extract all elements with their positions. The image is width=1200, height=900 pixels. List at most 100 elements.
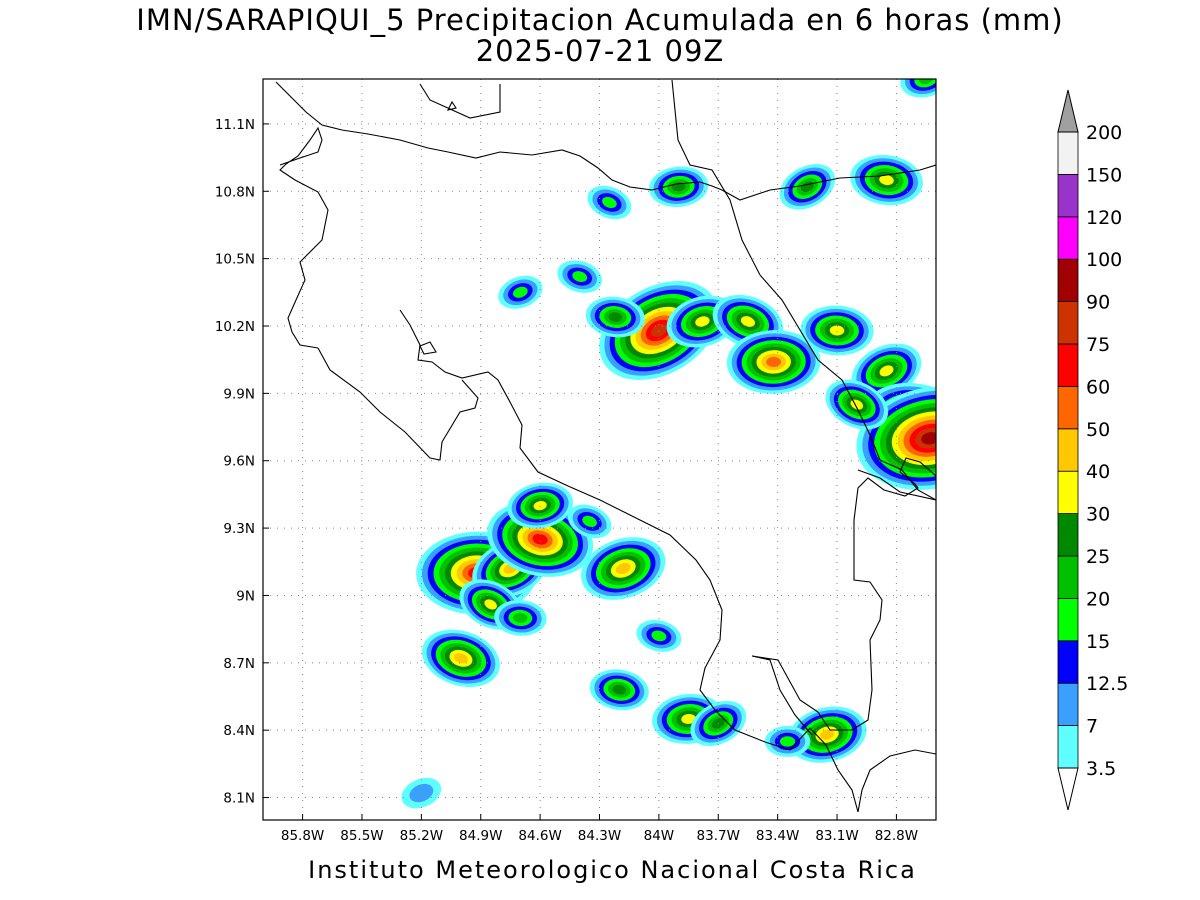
colorbar-label: 60: [1086, 376, 1110, 398]
lat-tick-label: 8.7N: [223, 656, 255, 672]
precip-cell: [825, 379, 889, 430]
precip-cell: [856, 386, 936, 490]
lat-tick-label: 10.2N: [215, 319, 255, 335]
colorbar-segment: [1057, 343, 1079, 387]
precip-contour: [829, 325, 845, 336]
precip-contour: [512, 286, 528, 298]
colorbar-label: 7: [1086, 716, 1098, 738]
caribbean-coast: [671, 79, 936, 501]
colorbar-label: 15: [1086, 631, 1110, 653]
precip-cell: [850, 154, 923, 206]
precip-contour: [879, 365, 894, 377]
lat-tick-label: 9.6N: [223, 454, 255, 470]
nicoya-peninsula: [317, 347, 479, 461]
precip-cell: [585, 296, 645, 338]
colorbar-label: 20: [1086, 588, 1110, 610]
lon-tick-label: 85.8W: [281, 828, 324, 844]
precip-cell: [652, 693, 726, 744]
colorbar-segment: [1057, 385, 1079, 430]
precip-cell: [851, 343, 922, 399]
border-north-east: [721, 164, 936, 201]
colorbar-label: 40: [1086, 461, 1110, 483]
precip-contour: [695, 316, 710, 327]
precip-cell: [779, 164, 836, 210]
colorbar-segment: [1057, 470, 1079, 515]
pacific-coast: [399, 309, 859, 813]
precip-contour: [533, 501, 547, 511]
precip-contour: [651, 630, 667, 642]
map-title: IMN/SARAPIQUI_5 Precipitacion Acumulada …: [136, 3, 1064, 37]
lat-tick-label: 9N: [236, 588, 255, 604]
precip-contour: [454, 653, 468, 664]
lon-tick-label: 83.4W: [756, 828, 799, 844]
precip-cell: [726, 330, 821, 394]
lon-tick-label: 83.1W: [815, 828, 858, 844]
precip-contour: [608, 312, 623, 322]
precip-cell: [507, 482, 573, 529]
lat-tick-label: 10.8N: [215, 184, 255, 200]
precip-cell: [587, 185, 632, 220]
lat-tick-label: 9.9N: [223, 386, 255, 402]
precip-cell: [421, 629, 500, 687]
colorbar-label: 12.5: [1086, 673, 1128, 695]
lon-tick-label: 84W: [644, 828, 675, 844]
precip-cell: [800, 305, 874, 356]
colorbar-label: 150: [1086, 164, 1122, 186]
lake-nicaragua-shore: [275, 81, 723, 191]
coastline-borders: [275, 79, 936, 813]
precip-contour: [651, 324, 667, 337]
colorbar-label: 75: [1086, 334, 1110, 356]
colorbar-label: 100: [1086, 249, 1122, 271]
precip-contour: [615, 562, 631, 575]
lon-tick-label: 82.8W: [875, 828, 918, 844]
precip-cell: [557, 260, 602, 293]
colorbar-segment: [1057, 513, 1079, 557]
panama-border: [751, 457, 936, 736]
map-subtitle-datetime: 2025-07-21 09Z: [475, 34, 725, 68]
precip-contour: [879, 175, 894, 186]
colorbar-max-arrow: [1057, 89, 1079, 133]
lat-tick-label: 8.1N: [223, 791, 255, 807]
colorbar-label: 200: [1086, 122, 1122, 144]
colorbar-label: 30: [1086, 504, 1110, 526]
precipitation-field: [401, 79, 936, 809]
east-coast-line: [857, 469, 936, 501]
burica-peninsula: [857, 749, 936, 813]
colorbar-segment: [1057, 725, 1079, 769]
colorbar-segment: [1057, 216, 1079, 260]
precip-contour: [582, 515, 597, 527]
colorbar-segment: [1057, 428, 1079, 472]
colorbar-segment: [1057, 598, 1079, 642]
precip-cell: [494, 600, 547, 636]
precip-contour: [532, 533, 548, 545]
colorbar-segment: [1057, 555, 1079, 599]
precip-cell: [498, 275, 543, 309]
colorbar-min-arrow: [1057, 767, 1079, 811]
precip-contour: [602, 196, 617, 209]
colorbar-segment: [1057, 258, 1079, 303]
lon-tick-label: 84.9W: [459, 828, 502, 844]
precip-contour: [513, 613, 528, 623]
precip-cell: [666, 295, 739, 348]
colorbar-segment: [1057, 640, 1079, 684]
lon-tick-label: 83.7W: [697, 828, 740, 844]
precip-cell: [636, 619, 682, 652]
precip-contour: [572, 271, 588, 283]
lat-tick-label: 9.3N: [223, 521, 255, 537]
precip-contour: [820, 729, 835, 740]
lon-tick-label: 85.2W: [400, 828, 443, 844]
lat-tick-label: 10.5N: [215, 252, 255, 268]
colorbar-segment: [1057, 301, 1079, 345]
precip-cell: [589, 669, 649, 711]
precip-contour: [779, 736, 796, 747]
precip-contour: [921, 432, 936, 445]
colorbar-label: 90: [1086, 292, 1110, 314]
colorbar-label: 25: [1086, 546, 1110, 568]
lat-lon-grid: [263, 79, 936, 820]
lon-tick-label: 84.3W: [578, 828, 621, 844]
lon-tick-label: 84.6W: [518, 828, 561, 844]
lat-tick-label: 11.1N: [215, 117, 255, 133]
gulf-nicoya-island: [419, 341, 437, 355]
colorbar-label: 120: [1086, 207, 1122, 229]
